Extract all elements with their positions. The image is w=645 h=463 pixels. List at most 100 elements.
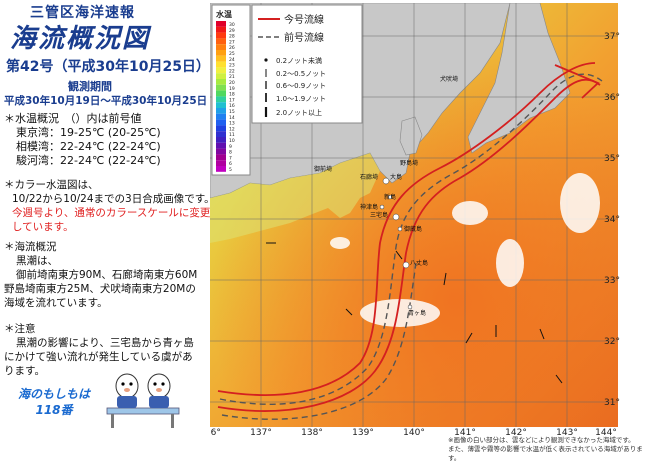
place-labels: 大島 新島 神津島 三宅島 御蔵島 八丈島 青ヶ島 犬吠埼 野島埼 御前埼 石廊… [314,75,458,317]
legend-speed-4: 2.0ノット以上 [276,108,322,117]
scale-value: 15 [229,109,235,115]
period-label: 観測期間 [68,80,112,93]
legend-speed-3: 1.0～1.9ノット [276,95,326,103]
scale-swatch [216,90,226,97]
latitude-ticks: 37° 36° 35° 34° 33° 32° 31° [604,32,620,408]
bay-row: 相模湾：22-24℃ (22-24℃) [16,140,161,153]
scale-swatch [216,38,226,45]
scale-swatch [216,73,226,79]
scale-swatch [216,166,226,172]
legend: 今号流線 前号流線 0.2ノット未満 0.2～0.5ノット 0.6～0.9ノット… [251,4,363,124]
longitude-ticks: 136° 137° 138° 139° 140° 141° 142° 143° 144° [210,428,617,437]
scale-value: 30 [229,22,235,28]
emergency-number-text: 海のもしもは 118番 [18,387,91,417]
lon-tick: 144° [595,428,617,437]
lon-tick: 142° [505,428,527,437]
legend-previous: 前号流線 [284,31,324,44]
label-oshima: 大島 [390,173,402,181]
current-line-north [217,78,601,412]
lon-tick: 140° [403,428,425,437]
scale-swatch [216,125,226,132]
label-miyake: 三宅島 [370,211,388,219]
land-kanto [467,3,571,154]
mascot-illustration [106,373,180,428]
scale-swatch [216,102,226,108]
lon-tick: 137° [250,428,272,437]
lat-tick: 37° [604,32,620,42]
scale-swatch [216,21,226,27]
scale-swatch [216,137,226,143]
caution-line: 黒潮の影響により、三宅島から青ヶ島 [16,337,194,349]
grid-lines [210,3,618,427]
label-nojima: 野島埼 [400,159,418,167]
bay-row: 東京湾：19-25℃ (20-25℃) [16,126,161,139]
current-line: 黒潮は、 [16,255,58,267]
scale-swatch [216,55,226,62]
lat-tick: 31° [604,398,620,408]
scale-value: 6 [229,161,232,167]
scale-value: 9 [229,144,232,150]
lon-tick: 139° [352,428,374,437]
land-boso [399,116,423,156]
scale-swatch [216,61,226,68]
scale-swatch [216,44,226,50]
scale-swatch [216,154,226,161]
scale-value: 8 [229,150,232,156]
legend-speed-1: 0.2～0.5ノット [276,70,326,78]
scale-value: 10 [229,138,235,144]
scale-value: 29 [229,28,235,34]
lon-tick: 136° [210,428,221,437]
scale-value: 23 [229,63,235,69]
caution-line: にかけて強い流れが発生している虞があ [4,351,193,363]
temperature-heading: ＊水温概況 （）内は前号値 [4,112,142,125]
islands [379,177,413,310]
label-mikura: 御蔵島 [404,225,422,233]
lat-tick: 33° [604,276,620,286]
lat-tick: 36° [604,93,620,103]
scale-value: 13 [229,121,235,127]
ocean-current-map: 大島 新島 神津島 三宅島 御蔵島 八丈島 青ヶ島 犬吠埼 野島埼 御前埼 石廊… [210,3,620,437]
agency-name: 三管区海洋速報 [30,5,135,21]
scale-value: 25 [229,51,235,57]
label-niijima: 新島 [384,193,396,201]
color-note-line: ＊カラー水温図は、 [4,179,99,191]
scale-swatch [216,148,226,155]
legend-speed-2: 0.6～0.9ノット [276,82,326,90]
label-iro: 石廊埼 [360,173,378,181]
color-note-highlight: しています。 [12,221,74,233]
scale-title: 水温 [215,9,232,19]
legend-current: 今号流線 [284,13,324,26]
scale-swatch [216,108,226,114]
scale-value: 22 [229,68,235,74]
scale-swatch [216,113,226,120]
label-inubo: 犬吠埼 [440,75,458,83]
lon-tick: 138° [301,428,323,437]
scale-value: 26 [229,45,235,51]
scale-swatch [216,67,226,74]
scale-swatch [216,131,226,137]
scale-value: 16 [229,103,235,109]
scale-value: 5 [229,167,232,173]
current-heading: ＊海流概況 [4,241,57,253]
lat-tick: 34° [604,215,620,225]
scale-swatch [216,32,226,39]
note-line: ※画像の白い部分は、雲などにより観測できなかった海域です。 [448,436,635,444]
scale-swatch [216,160,226,166]
scale-value: 20 [229,80,235,86]
label-omaezaki: 御前埼 [314,165,332,173]
lat-tick: 35° [604,154,620,164]
scale-swatch [216,84,226,91]
scale-value: 18 [229,92,235,98]
previous-current-line-outer [221,262,417,420]
scale-value: 12 [229,126,235,132]
scale-value: 7 [229,155,232,161]
color-note-section: ＊カラー水温図は、 10/22から10/24までの3日合成画像です。 今週号より… [4,178,215,234]
lon-tick: 143° [556,428,578,437]
caution-heading: ＊注意 [4,323,36,335]
color-note-highlight: 今週号より、通常のカラースケールに変更 [12,207,211,219]
scale-value: 24 [229,57,235,63]
label-aogashima: 青ヶ島 [408,309,426,317]
scale-swatch [216,79,226,85]
current-line: 海域を流れています。 [4,297,108,309]
scale-value: 28 [229,34,235,40]
